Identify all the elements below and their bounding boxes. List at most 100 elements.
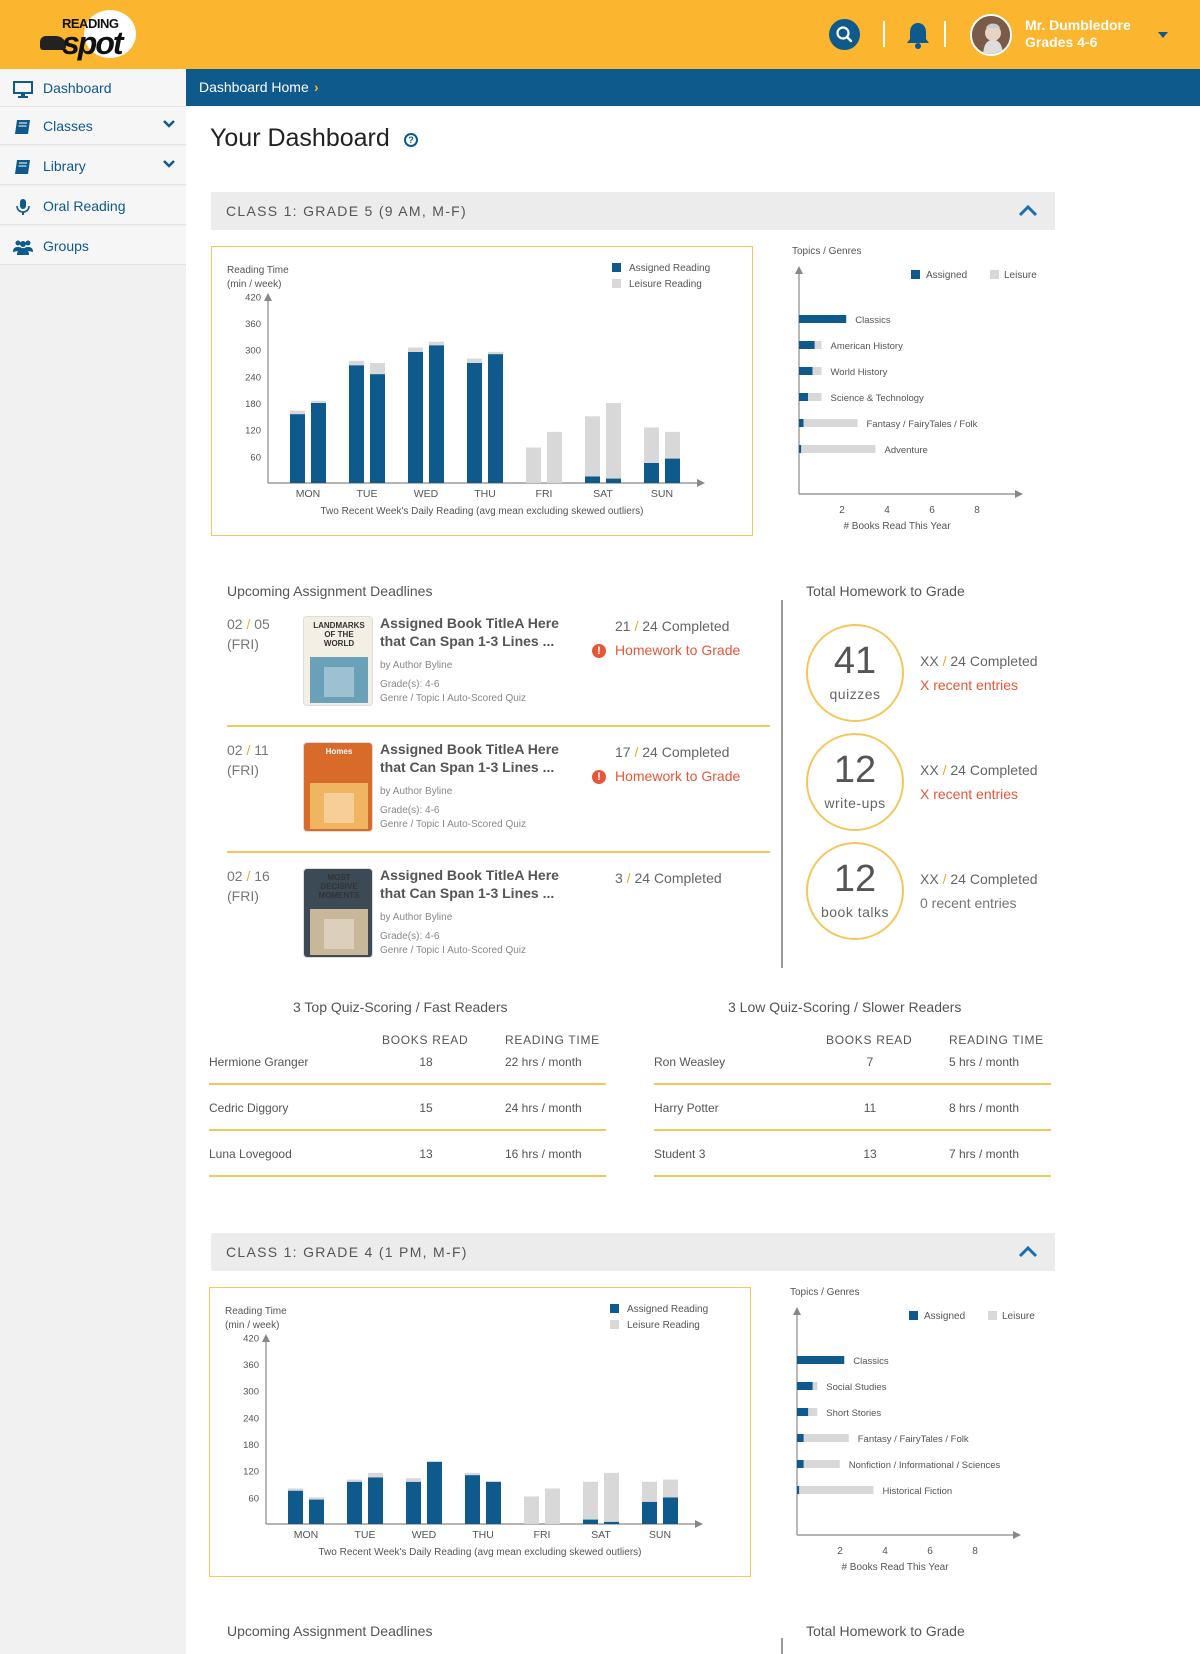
y-axis-arrow: [795, 266, 803, 274]
bar-leisure: [644, 427, 659, 463]
due-date: 02 / 11 (FRI): [227, 740, 269, 780]
homework-to-grade-link[interactable]: Homework to Grade: [615, 642, 741, 658]
reading-time: 7 hrs / month: [949, 1147, 1020, 1161]
y-tick-label: 120: [243, 1467, 259, 1478]
book-title[interactable]: Assigned Book TitleA Here: [380, 867, 559, 883]
x-axis-arrow: [1013, 1531, 1021, 1539]
book-cover-art: [304, 869, 372, 957]
legend-swatch-assigned: [612, 263, 621, 272]
user-avatar[interactable]: [970, 14, 1012, 56]
category-label: Fantasy / FairyTales / Folk: [867, 419, 978, 430]
logo-text-spot: spot: [62, 25, 124, 61]
completed-count: 21: [615, 618, 631, 634]
class-header[interactable]: CLASS 1: GRADE 5 (9 AM, M-F): [211, 192, 1055, 230]
student-name[interactable]: Ron Weasley: [654, 1055, 726, 1069]
book-cover[interactable]: Homes: [303, 742, 373, 832]
book-title[interactable]: that Can Span 1-3 Lines ...: [380, 759, 555, 775]
completed-label: Completed: [653, 870, 722, 886]
topics-genres-chart: Topics / Genres Assigned Leisure Classics So…: [790, 1287, 1035, 1573]
sidebar-item-label: Library: [43, 158, 86, 174]
book-cover[interactable]: LANDMARKS OF THE WORLD: [303, 616, 373, 706]
student-name[interactable]: Harry Potter: [654, 1101, 719, 1115]
book-author: by Author Byline: [380, 786, 453, 797]
category-label: Short Stories: [826, 1408, 881, 1419]
row-divider: [209, 1175, 606, 1177]
breadcrumb: Dashboard Home ›: [186, 69, 1200, 106]
student-name[interactable]: Cedric Diggory: [209, 1101, 289, 1115]
search-button[interactable]: [829, 19, 860, 50]
completed-count: XX: [920, 871, 939, 887]
completed-label: Completed: [661, 618, 730, 634]
y-axis-label: Reading Time: [227, 265, 289, 276]
completed-count: XX: [920, 653, 939, 669]
chevron-up-icon[interactable]: [1017, 1245, 1039, 1259]
reading-time-chart: Reading Time (min / week) 60 120 180 240 300 36…: [211, 246, 753, 536]
y-tick-label: 180: [245, 399, 261, 410]
bar-assigned: [797, 1382, 813, 1390]
class-header[interactable]: CLASS 1: GRADE 4 (1 PM, M-F): [211, 1233, 1055, 1271]
homework-count: 12: [833, 749, 877, 791]
student-name[interactable]: Student 3: [654, 1147, 706, 1161]
microphone-icon: [16, 199, 30, 215]
bar-assigned: [663, 1497, 678, 1524]
user-grade[interactable]: Grades 4-6: [1025, 34, 1098, 50]
book-title[interactable]: that Can Span 1-3 Lines ...: [380, 885, 555, 901]
x-axis-arrow: [695, 1520, 703, 1528]
sidebar-item-classes[interactable]: Classes: [0, 107, 186, 145]
homework-count-circle[interactable]: 12 write-ups: [806, 733, 904, 831]
completion-count: 21 / 24 Completed: [615, 618, 729, 634]
reading-spot-logo[interactable]: READING spot: [32, 8, 142, 62]
bar-leisure: [406, 1478, 421, 1482]
x-axis-arrow: [1015, 490, 1023, 498]
book-cover-art: [304, 617, 372, 705]
recent-entries[interactable]: X recent entries: [920, 677, 1019, 693]
homework-completion: XX / 24 Completed: [920, 871, 1038, 887]
help-icon[interactable]: ?: [404, 133, 418, 147]
column-header-time: READING TIME: [505, 1033, 600, 1047]
sidebar: Dashboard Classes Library Oral Reading G…: [0, 69, 186, 1654]
chevron-down-icon[interactable]: [1158, 32, 1168, 38]
homework-to-grade-link[interactable]: Homework to Grade: [615, 768, 741, 784]
x-tick-label: FRI: [536, 488, 553, 500]
book-title[interactable]: Assigned Book TitleA Here: [380, 615, 559, 631]
sidebar-item-groups[interactable]: Groups: [0, 227, 186, 265]
chevron-up-icon[interactable]: [1017, 204, 1039, 218]
bar-assigned: [799, 393, 808, 401]
student-name[interactable]: Luna Lovegood: [209, 1147, 292, 1161]
sidebar-item-dashboard[interactable]: Dashboard: [0, 69, 186, 107]
completed-label: Completed: [661, 744, 730, 760]
book-title[interactable]: that Can Span 1-3 Lines ...: [380, 633, 555, 649]
y-tick-label: 360: [243, 1360, 259, 1371]
bar-assigned: [665, 458, 680, 483]
category-label: Historical Fiction: [883, 1486, 953, 1497]
user-name[interactable]: Mr. Dumbledore: [1025, 17, 1131, 33]
bar-leisure: [547, 431, 562, 483]
homework-count-circle[interactable]: 41 quizzes: [806, 624, 904, 722]
chevron-down-icon[interactable]: [162, 117, 176, 131]
sidebar-item-oral-reading[interactable]: Oral Reading: [0, 187, 186, 225]
notifications-button[interactable]: [903, 19, 933, 51]
sidebar-item-label: Groups: [43, 238, 89, 254]
bar-leisure: [347, 1479, 362, 1482]
completed-count: 3: [615, 870, 623, 886]
book-title[interactable]: Assigned Book TitleA Here: [380, 741, 559, 757]
bar-leisure: [545, 1488, 560, 1524]
chevron-down-icon[interactable]: [162, 157, 176, 171]
recent-entries[interactable]: X recent entries: [920, 786, 1019, 802]
completed-count: 17: [615, 744, 631, 760]
bar-assigned: [644, 463, 659, 483]
bar-assigned: [606, 478, 621, 483]
homework-count-circle[interactable]: 12 book talks: [806, 842, 904, 940]
book-cover[interactable]: MOST DECISIVE MOMENTS: [303, 868, 373, 958]
bar-assigned: [408, 351, 423, 483]
y-axis-unit: (min / week): [225, 1320, 279, 1331]
avatar-portrait: [972, 16, 1010, 54]
breadcrumb-dashboard-home[interactable]: Dashboard Home: [199, 79, 309, 95]
bar-assigned: [347, 1481, 362, 1524]
student-name[interactable]: Hermione Granger: [209, 1055, 309, 1069]
sidebar-item-library[interactable]: Library: [0, 147, 186, 185]
top-bar: READING spot Mr. Dumbledore Grades 4-6: [0, 0, 1200, 69]
x-tick-label: SUN: [651, 488, 673, 500]
class-title: CLASS 1: GRADE 5 (9 AM, M-F): [226, 203, 467, 219]
category-label: Nonfiction / Informational / Sciences: [849, 1460, 1001, 1471]
